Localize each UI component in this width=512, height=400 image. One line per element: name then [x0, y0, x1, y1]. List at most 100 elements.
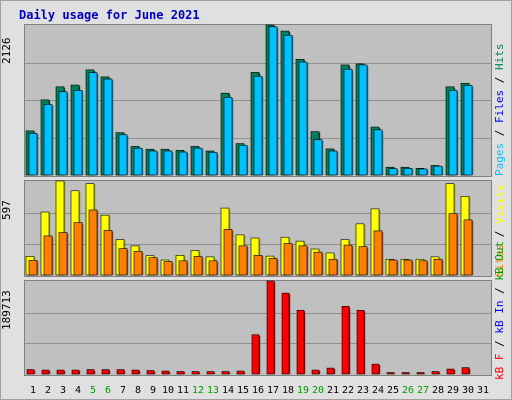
bar-sites: [448, 213, 458, 276]
day-tick-label: 8: [135, 385, 141, 396]
bar-kbytes: [146, 370, 155, 375]
bar-pages: [118, 134, 128, 176]
day-tick-label: 16: [252, 385, 264, 396]
bar-pages-shade: [427, 170, 429, 175]
bar-pages-shade: [112, 80, 114, 175]
bar-kbytes: [101, 369, 110, 375]
bar-sites-shade: [112, 231, 114, 275]
bar-pages: [43, 104, 53, 176]
bar-sites-shade: [382, 231, 384, 275]
bar-pages-shade: [82, 91, 84, 175]
bar-pages-shade: [292, 36, 294, 176]
bar-sites: [313, 251, 323, 276]
bar-pages: [238, 145, 248, 176]
bar-kbytes: [221, 371, 230, 375]
bar-sites-shade: [322, 253, 324, 275]
bar-pages: [88, 72, 98, 176]
bar-sites: [463, 219, 473, 276]
bar-sites: [58, 232, 68, 276]
bar-pages: [433, 165, 443, 176]
bar-sites-shade: [472, 220, 474, 275]
bar-pages: [358, 64, 368, 176]
bar-pages: [163, 150, 173, 176]
day-tick-label: 23: [357, 385, 369, 396]
bar-sites: [208, 260, 218, 276]
bar-sites: [388, 259, 398, 276]
bar-sites-shade: [427, 261, 429, 275]
day-tick-label: 15: [237, 385, 249, 396]
bar-sites: [223, 229, 233, 276]
bar-sites-shade: [172, 262, 174, 275]
bar-kbytes: [191, 371, 200, 375]
bar-pages: [58, 91, 68, 176]
bar-sites-shade: [157, 258, 159, 275]
bar-pages-shade: [322, 140, 324, 175]
bar-kbytes-shade: [79, 371, 81, 374]
bar-sites-shade: [142, 252, 144, 275]
day-tick-label: 27: [417, 385, 429, 396]
bar-kbytes: [341, 306, 350, 375]
bar-pages-shade: [457, 91, 459, 175]
bar-pages: [103, 78, 113, 176]
bar-kbytes-shade: [184, 372, 186, 374]
bar-sites: [253, 255, 263, 276]
day-tick-label: 14: [222, 385, 234, 396]
bar-sites: [328, 258, 338, 276]
bar-pages: [418, 168, 428, 176]
bar-pages: [328, 150, 338, 176]
bar-pages: [73, 90, 83, 176]
bar-pages: [403, 167, 413, 176]
bar-kbytes: [161, 370, 170, 375]
day-tick-label: 28: [432, 385, 444, 396]
bar-kbytes-shade: [289, 294, 291, 374]
bar-pages-shade: [37, 134, 39, 175]
day-tick-label: 29: [447, 385, 459, 396]
bar-pages-shade: [52, 105, 54, 175]
bar-sites: [118, 248, 128, 276]
bar-kbytes: [251, 334, 260, 375]
bar-pages-shade: [277, 27, 279, 176]
bar-sites: [268, 258, 278, 276]
bar-kbytes-shade: [304, 311, 306, 374]
bar-sites-shade: [52, 236, 54, 275]
bar-pages: [208, 152, 218, 176]
bar-kbytes-shade: [94, 370, 96, 374]
bar-pages: [313, 139, 323, 176]
bar-sites: [283, 243, 293, 276]
bar-sites: [43, 235, 53, 276]
bar-kbytes: [326, 367, 335, 375]
bar-pages-shade: [397, 169, 399, 175]
bar-sites-shade: [67, 233, 69, 275]
day-tick-label: 17: [267, 385, 279, 396]
bar-pages-shade: [382, 130, 384, 175]
day-tick-label: 18: [282, 385, 294, 396]
day-tick-label: 10: [162, 385, 174, 396]
bar-pages: [223, 97, 233, 176]
bar-sites-shade: [352, 246, 354, 275]
bar-sites-shade: [337, 260, 339, 275]
bar-kbytes: [296, 309, 305, 375]
bar-kbytes-shade: [154, 371, 156, 374]
bar-pages-shade: [352, 70, 354, 175]
bar-pages-shade: [142, 149, 144, 175]
bar-kbytes: [431, 371, 440, 375]
bar-pages: [133, 147, 143, 176]
bar-sites-shade: [442, 260, 444, 275]
bar-pages: [148, 150, 158, 176]
bar-kbytes: [86, 369, 95, 375]
bar-sites: [343, 244, 353, 276]
bar-pages-shade: [187, 153, 189, 175]
day-tick-label: 4: [75, 385, 81, 396]
bar-kbytes-shade: [454, 370, 456, 374]
bar-sites: [163, 261, 173, 276]
bar-pages-shade: [412, 169, 414, 175]
bar-sites-shade: [202, 257, 204, 275]
bar-kbytes: [131, 369, 140, 375]
bar-pages-shade: [157, 152, 159, 175]
bar-sites-shade: [232, 230, 234, 275]
day-tick-label: 20: [312, 385, 324, 396]
bar-kbytes-shade: [274, 282, 276, 374]
bar-pages-shade: [337, 152, 339, 175]
bar-kbytes: [176, 371, 185, 375]
bar-sites-shade: [277, 259, 279, 275]
